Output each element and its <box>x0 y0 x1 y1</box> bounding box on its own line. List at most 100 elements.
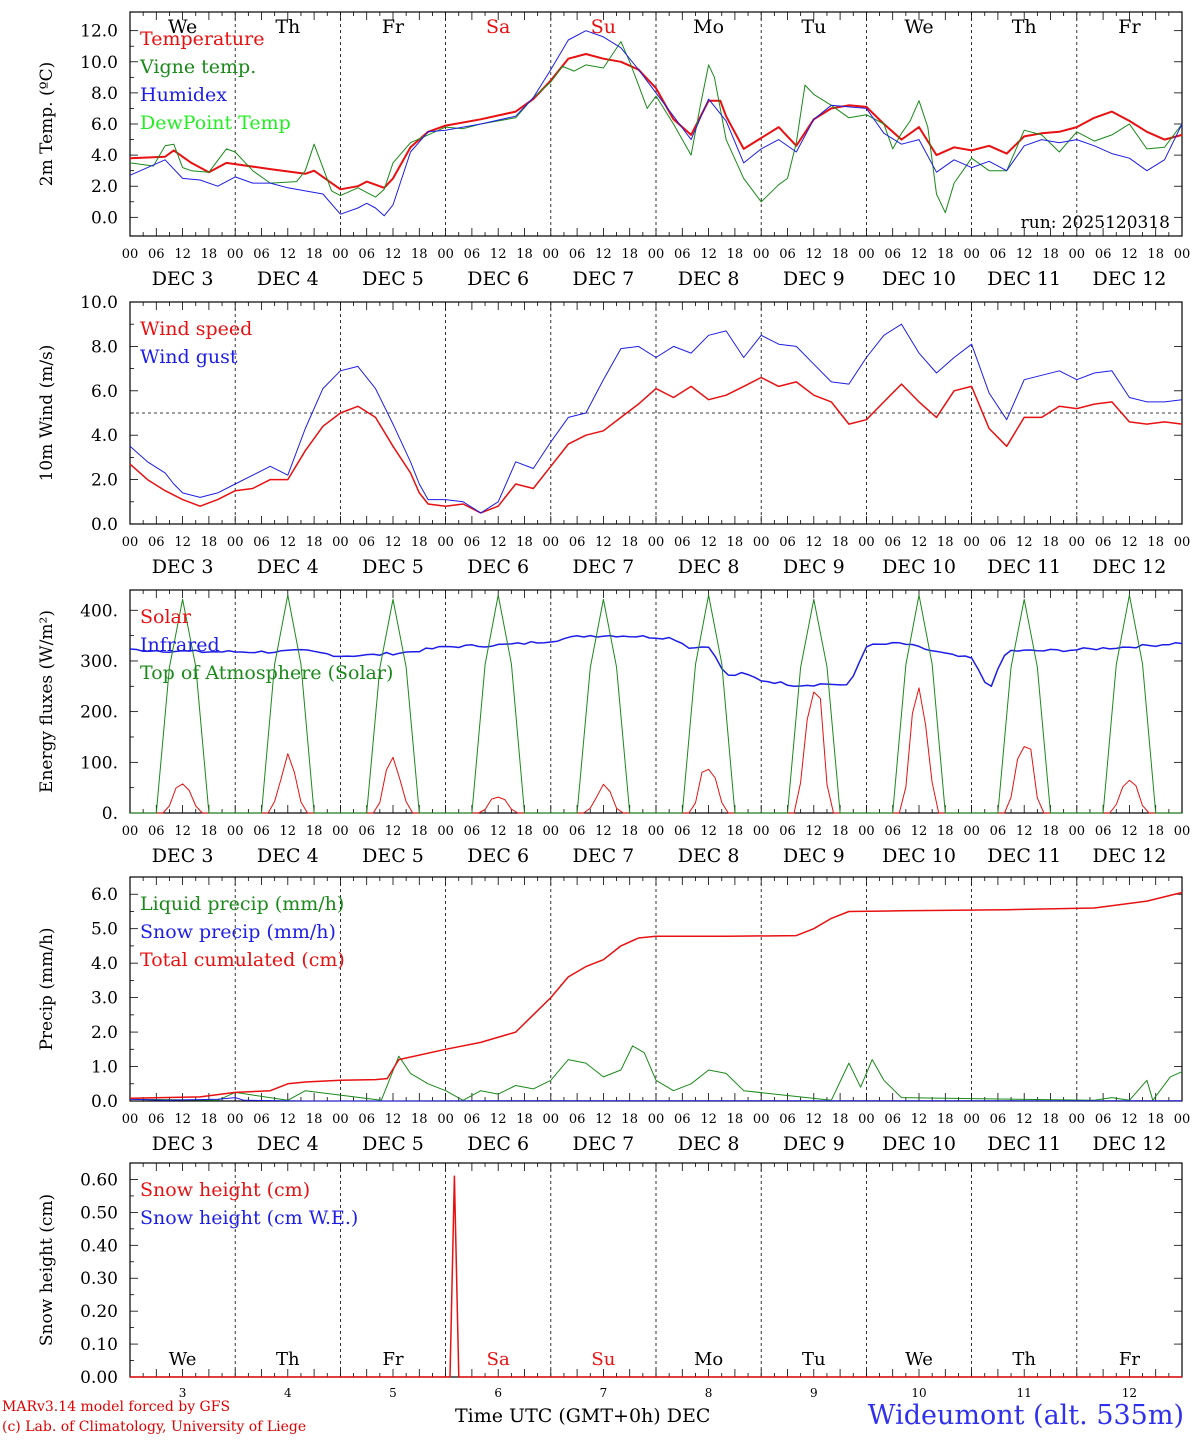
x-hour-label: 00 <box>122 247 139 262</box>
x-hour-label: 18 <box>727 824 744 839</box>
x-hour-label: 18 <box>1042 535 1059 550</box>
legend-entry: Wind speed <box>140 318 252 340</box>
x-hour-label: 00 <box>1174 247 1191 262</box>
x-hour-label: 06 <box>464 824 481 839</box>
y-tick-label: 12.0 <box>80 22 118 42</box>
x-hour-label: 00 <box>858 535 875 550</box>
weekday-label: Mo <box>694 1349 723 1370</box>
x-hour-label: 00 <box>1069 535 1086 550</box>
weekday-label: Fr <box>1118 16 1141 38</box>
series-line <box>129 323 1183 514</box>
x-hour-label: 12 <box>1121 247 1138 262</box>
y-tick-label: 0.60 <box>80 1170 118 1190</box>
x-hour-label: 18 <box>1042 824 1059 839</box>
x-hour-label: 12 <box>385 535 402 550</box>
panel-snow <box>129 1162 1183 1378</box>
weekday-label: Sa <box>487 1349 510 1370</box>
x-date-label: DEC 4 <box>257 1133 319 1155</box>
x-date-label: DEC 8 <box>678 268 740 290</box>
x-hour-label: 18 <box>306 824 323 839</box>
legend-entry: Vigne temp. <box>139 56 256 78</box>
legend-entry: Snow precip (mm/h) <box>140 921 336 943</box>
x-axis-title-text: Time UTC (GMT+0h) <box>455 1405 661 1427</box>
y-tick-label: 400. <box>80 601 118 621</box>
y-tick-label: 2.0 <box>91 177 118 197</box>
series-line <box>129 1045 1183 1101</box>
x-date-label: DEC 7 <box>573 845 635 867</box>
x-hour-label: 00 <box>332 824 349 839</box>
x-hour-label: 12 <box>490 824 507 839</box>
x-hour-label: 12 <box>595 535 612 550</box>
x-hour-label: 18 <box>832 824 849 839</box>
x-hour-label: 18 <box>832 247 849 262</box>
x-hour-label: 06 <box>884 824 901 839</box>
x-hour-label: 00 <box>753 535 770 550</box>
x-hour-label: 06 <box>990 1112 1007 1127</box>
weekday-label: Th <box>276 1349 300 1370</box>
x-hour-label: 12 <box>911 247 928 262</box>
x-hour-label: 18 <box>727 247 744 262</box>
y-tick-label: 10.0 <box>80 293 118 313</box>
weekday-label: Th <box>1012 1349 1036 1370</box>
x-hour-label: 00 <box>543 1112 560 1127</box>
x-hour-label: 12 <box>490 247 507 262</box>
x-date-label: DEC 5 <box>362 1133 424 1155</box>
panel-wind <box>129 301 1183 525</box>
x-hour-label: 18 <box>1147 535 1164 550</box>
y-tick-label: 6.0 <box>91 885 118 905</box>
weekday-label: Su <box>591 1349 615 1370</box>
day-number-label: 12 <box>1122 1386 1137 1400</box>
x-hour-label: 18 <box>411 247 428 262</box>
x-date-label: DEC 12 <box>1092 556 1166 578</box>
x-hour-label: 00 <box>1069 247 1086 262</box>
legend-entry: Snow height (cm W.E.) <box>140 1207 358 1229</box>
x-hour-label: 06 <box>990 247 1007 262</box>
x-hour-label: 06 <box>1095 824 1112 839</box>
x-hour-label: 00 <box>543 247 560 262</box>
day-number-label: 11 <box>1017 1386 1032 1400</box>
x-hour-label: 18 <box>621 535 638 550</box>
y-tick-label: 8.0 <box>91 84 118 104</box>
x-hour-label: 00 <box>122 824 139 839</box>
x-hour-label: 06 <box>148 824 165 839</box>
y-tick-label: 6.0 <box>91 115 118 135</box>
day-number-label: 4 <box>284 1386 292 1400</box>
x-hour-label: 18 <box>937 247 954 262</box>
x-hour-label: 06 <box>464 535 481 550</box>
x-hour-label: 00 <box>122 535 139 550</box>
x-hour-label: 12 <box>1016 535 1033 550</box>
y-tick-label: 0.10 <box>80 1335 118 1355</box>
station-name: Wideumont (alt. 535m) <box>867 1400 1184 1431</box>
x-hour-label: 00 <box>1174 1112 1191 1127</box>
x-hour-label: 06 <box>569 535 586 550</box>
x-hour-label: 18 <box>937 1112 954 1127</box>
x-date-label: DEC 10 <box>882 1133 956 1155</box>
x-hour-label: 06 <box>990 535 1007 550</box>
x-hour-label: 06 <box>569 824 586 839</box>
x-hour-label: 18 <box>516 247 533 262</box>
x-date-label: DEC 7 <box>573 1133 635 1155</box>
weekday-label: Su <box>591 16 616 38</box>
panel-precip <box>129 876 1183 1102</box>
legend-entry: Top of Atmosphere (Solar) <box>140 662 393 684</box>
y-tick-label: 0.0 <box>91 208 118 228</box>
x-hour-label: 00 <box>227 247 244 262</box>
x-hour-label: 18 <box>1042 247 1059 262</box>
series-line <box>129 891 1183 1099</box>
x-hour-label: 00 <box>437 247 454 262</box>
x-hour-label: 06 <box>464 1112 481 1127</box>
x-date-label: DEC 12 <box>1092 845 1166 867</box>
x-date-label: DEC 9 <box>783 845 845 867</box>
x-hour-label: 18 <box>832 535 849 550</box>
x-hour-label: 18 <box>621 824 638 839</box>
x-hour-label: 00 <box>648 824 665 839</box>
y-tick-label: 6.0 <box>91 382 118 402</box>
day-number-label: 5 <box>389 1386 397 1400</box>
x-date-label: DEC 7 <box>573 268 635 290</box>
weekday-label: We <box>169 1349 197 1370</box>
x-hour-label: 12 <box>806 824 823 839</box>
x-hour-label: 12 <box>174 247 191 262</box>
x-date-label: DEC 8 <box>678 556 740 578</box>
weekday-label: We <box>905 1349 933 1370</box>
weekday-label: Sa <box>486 16 510 38</box>
